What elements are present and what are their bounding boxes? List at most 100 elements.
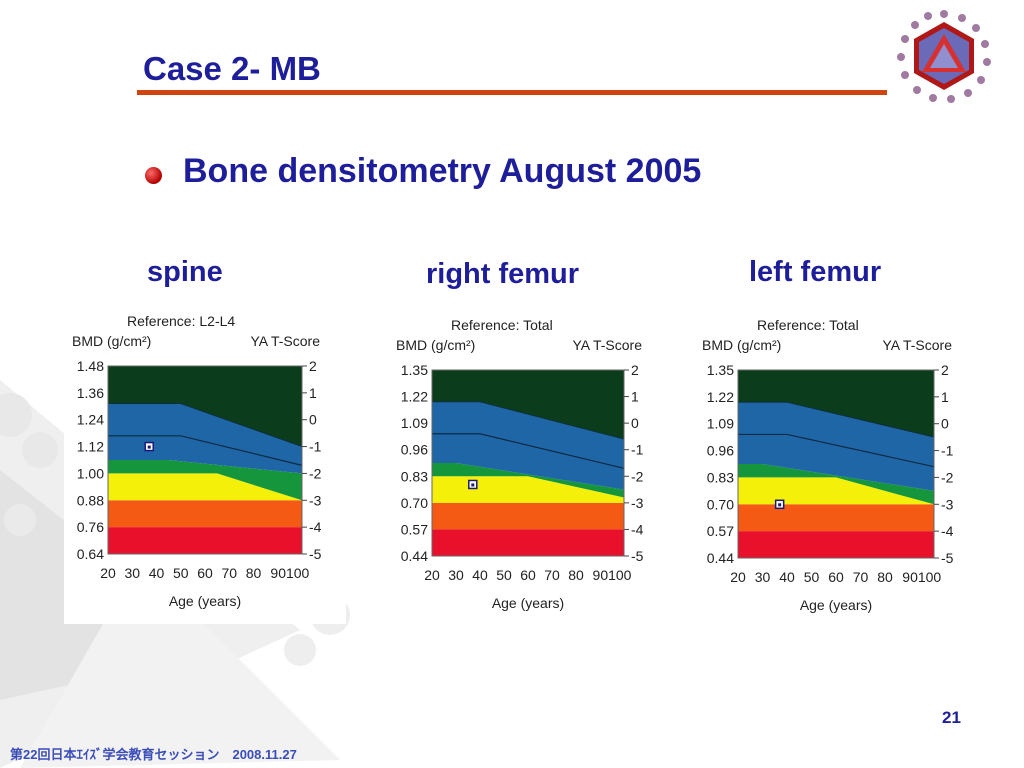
zone-blue — [738, 402, 934, 491]
zone-red — [432, 529, 624, 556]
zone-dark-green — [738, 370, 934, 438]
y-tick-label: 1.12 — [77, 439, 104, 455]
x-tick-label: 80 — [246, 565, 262, 581]
left-femur-chart: Reference: Total BMD (g/cm²) YA T-Score 1.3… — [702, 317, 954, 613]
y-tick-label: 0.57 — [401, 521, 428, 537]
y-tick-label: 0.83 — [401, 468, 428, 484]
page-number: 21 — [942, 708, 961, 727]
y-tick-label: 1.00 — [77, 465, 104, 481]
t-score-tick-label: -3 — [941, 496, 954, 512]
plot-frame — [107, 365, 303, 555]
x-axis-label: Age (years) — [169, 593, 241, 609]
right-femur-chart-panel: Reference: Total BMD (g/cm²) YA T-Score 1.3… — [388, 308, 668, 624]
x-tick-label: 90100 — [593, 567, 632, 583]
t-score-tick-label: -1 — [631, 442, 644, 458]
y-tick-label: 1.22 — [707, 389, 734, 405]
x-tick-label: 50 — [496, 567, 512, 583]
left-femur-label: left femur — [749, 256, 882, 288]
x-tick-label: 70 — [544, 567, 560, 583]
t-score-tick-label: 1 — [941, 389, 949, 405]
x-tick-label: 50 — [173, 565, 189, 581]
y-tick-label: 1.48 — [77, 358, 104, 374]
y-tick-label: 0.83 — [707, 469, 734, 485]
t-score-tick-label: -3 — [309, 492, 322, 508]
t-score-tick-label: 0 — [309, 412, 317, 428]
t-score-tick-label: -1 — [309, 439, 322, 455]
y-tick-label: 0.88 — [77, 492, 104, 508]
zone-green — [738, 464, 934, 505]
spine-chart: Reference: L2-L4 BMD (g/cm²) YA T-Score 1.4… — [72, 313, 322, 609]
x-axis-label: Age (years) — [800, 597, 872, 613]
patient-marker-dot — [147, 445, 151, 449]
y-tick-label: 0.64 — [77, 546, 104, 562]
chart-reference: Reference: L2-L4 — [127, 313, 235, 329]
t-score-tick-label: -1 — [941, 443, 954, 459]
x-tick-label: 90100 — [270, 565, 309, 581]
zone-orange — [432, 502, 624, 530]
patient-marker-dot — [778, 503, 782, 507]
x-tick-label: 20 — [424, 567, 440, 583]
bullet-icon — [145, 167, 162, 184]
reference-mean-line — [432, 433, 625, 469]
t-score-tick-label: 1 — [631, 389, 639, 405]
patient-marker-dot — [471, 483, 475, 487]
plot-frame — [431, 369, 625, 557]
y-tick-label: 0.96 — [401, 442, 428, 458]
x-tick-label: 40 — [779, 569, 795, 585]
t-score-tick-label: -5 — [631, 548, 644, 564]
x-tick-label: 60 — [197, 565, 213, 581]
y-axis-right-label: YA T-Score — [572, 337, 642, 353]
x-tick-label: 60 — [520, 567, 536, 583]
zone-yellow — [738, 477, 934, 505]
y-tick-label: 0.76 — [77, 519, 104, 535]
zone-dark-green — [108, 366, 302, 447]
x-tick-label: 30 — [124, 565, 140, 581]
footer-text: 第22回日本ｴｲｽﾞ学会教育セッション 2008.11.27 — [10, 747, 297, 762]
zone-yellow — [432, 476, 624, 503]
x-tick-label: 40 — [472, 567, 488, 583]
x-tick-label: 30 — [448, 567, 464, 583]
x-axis-label: Age (years) — [492, 595, 564, 611]
x-tick-label: 20 — [730, 569, 746, 585]
t-score-tick-label: -2 — [631, 468, 644, 484]
reference-upper-line — [738, 401, 935, 438]
y-tick-label: 0.96 — [707, 443, 734, 459]
zone-dark-green — [432, 370, 624, 440]
t-score-tick-label: -2 — [309, 465, 322, 481]
x-tick-label: 40 — [149, 565, 165, 581]
x-tick-label: 20 — [100, 565, 116, 581]
t-score-tick-label: 0 — [631, 415, 639, 431]
x-tick-label: 80 — [877, 569, 893, 585]
right-femur-label: right femur — [426, 258, 580, 290]
t-score-tick-label: 2 — [309, 358, 317, 374]
spine-label: spine — [147, 256, 223, 288]
x-tick-label: 50 — [804, 569, 820, 585]
reference-upper-line — [432, 401, 625, 440]
left-femur-chart-panel: Reference: Total BMD (g/cm²) YA T-Score 1.3… — [694, 308, 968, 634]
chart-reference: Reference: Total — [757, 317, 859, 333]
y-axis-left-label: BMD (g/cm²) — [396, 337, 475, 353]
x-tick-label: 70 — [221, 565, 237, 581]
t-score-tick-label: -3 — [631, 495, 644, 511]
y-axis-left-label: BMD (g/cm²) — [702, 337, 781, 353]
y-tick-label: 0.70 — [401, 495, 428, 511]
y-tick-label: 1.35 — [401, 362, 428, 378]
t-score-tick-label: 2 — [631, 362, 639, 378]
x-tick-label: 30 — [755, 569, 771, 585]
zone-orange — [108, 500, 302, 528]
y-axis-left-label: BMD (g/cm²) — [72, 333, 151, 349]
y-tick-label: 1.36 — [77, 385, 104, 401]
y-tick-label: 1.22 — [401, 389, 428, 405]
right-femur-chart: Reference: Total BMD (g/cm²) YA T-Score 1.3… — [396, 317, 644, 611]
t-score-tick-label: 0 — [941, 416, 949, 432]
y-tick-label: 0.44 — [707, 550, 734, 566]
chart-reference: Reference: Total — [451, 317, 553, 333]
conference-logo-icon — [897, 10, 991, 103]
slide-subtitle: Bone densitometry August 2005 — [183, 152, 702, 190]
x-tick-label: 80 — [568, 567, 584, 583]
y-tick-label: 1.09 — [401, 415, 428, 431]
x-tick-label: 60 — [828, 569, 844, 585]
zone-green — [108, 460, 302, 501]
y-tick-label: 1.35 — [707, 362, 734, 378]
x-tick-label: 70 — [853, 569, 869, 585]
